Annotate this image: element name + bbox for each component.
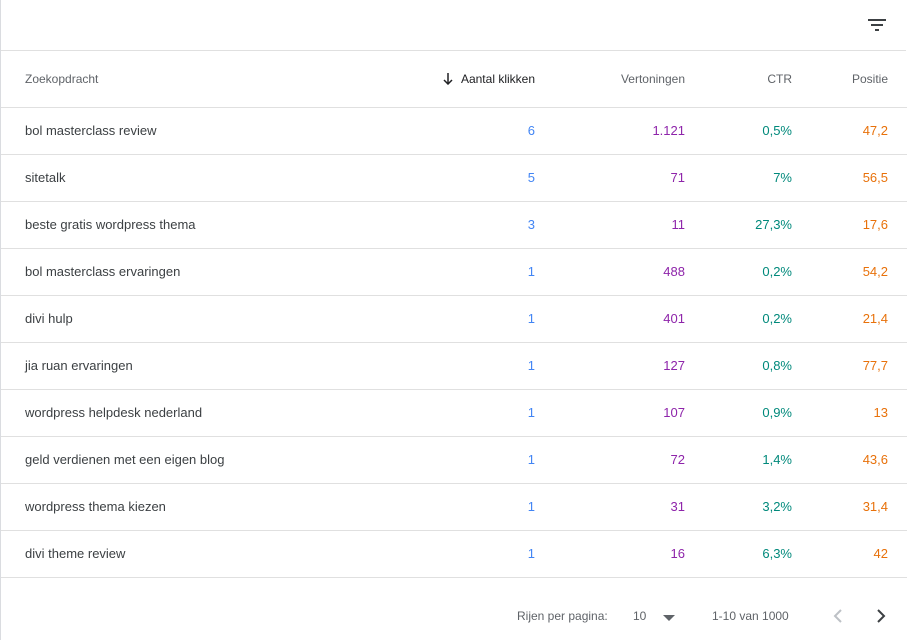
rows-per-page-label: Rijen per pagina:	[517, 609, 608, 623]
column-header-ctr-label: CTR	[767, 71, 792, 86]
cell-position: 77,7	[862, 358, 888, 373]
cell-position: 56,5	[862, 170, 888, 185]
cell-position: 21,4	[862, 311, 888, 326]
column-header-ctr[interactable]: CTR	[685, 51, 792, 107]
cell-clicks: 6	[527, 123, 535, 138]
cell-impressions: 31	[670, 499, 685, 514]
chevron-left-icon	[833, 609, 842, 623]
cell-ctr: 7%	[773, 170, 792, 185]
cell-impressions: 401	[663, 311, 685, 326]
table-row[interactable]: divi hulp 1 401 0,2% 21,4	[1, 295, 907, 342]
cell-ctr: 0,2%	[762, 311, 792, 326]
arrow-down-icon	[443, 72, 453, 85]
cell-impressions: 488	[663, 264, 685, 279]
cell-query: sitetalk	[25, 170, 66, 185]
column-header-query-label: Zoekopdracht	[25, 71, 99, 86]
column-header-query[interactable]: Zoekopdracht	[1, 51, 325, 107]
cell-query: geld verdienen met een eigen blog	[25, 452, 225, 467]
table-row[interactable]: wordpress thema kiezen 1 31 3,2% 31,4	[1, 483, 907, 530]
cell-clicks: 1	[527, 264, 535, 279]
cell-position: 42	[873, 546, 888, 561]
cell-clicks: 5	[527, 170, 535, 185]
cell-position: 43,6	[862, 452, 888, 467]
rows-per-page-select[interactable]: 10	[633, 609, 675, 623]
column-header-position[interactable]: Positie	[792, 51, 907, 107]
table-row[interactable]: sitetalk 5 71 7% 56,5	[1, 154, 907, 201]
table-row[interactable]: wordpress helpdesk nederland 1 107 0,9% …	[1, 389, 907, 436]
cell-ctr: 0,5%	[762, 123, 792, 138]
cell-query: bol masterclass review	[25, 123, 157, 138]
cell-position: 47,2	[862, 123, 888, 138]
filter-icon	[868, 19, 886, 31]
previous-page-button[interactable]	[826, 604, 850, 628]
column-header-position-label: Positie	[851, 71, 888, 86]
table-row[interactable]: jia ruan ervaringen 1 127 0,8% 77,7	[1, 342, 907, 389]
cell-ctr: 1,4%	[762, 452, 792, 467]
pagination-bar: Rijen per pagina: 10 1-10 van 1000	[1, 590, 907, 640]
cell-query: divi hulp	[25, 311, 73, 326]
cell-ctr: 27,3%	[755, 217, 792, 232]
cell-position: 13	[873, 405, 888, 420]
pagination-range: 1-10 van 1000	[712, 609, 789, 623]
queries-table: Zoekopdracht Aantal klikken Vertoningen …	[1, 51, 907, 578]
cell-impressions: 127	[663, 358, 685, 373]
filter-button[interactable]	[862, 10, 892, 40]
cell-impressions: 71	[670, 170, 685, 185]
table-row[interactable]: bol masterclass review 6 1.121 0,5% 47,2	[1, 107, 907, 154]
table-row[interactable]: divi theme review 1 16 6,3% 42	[1, 530, 907, 577]
cell-query: jia ruan ervaringen	[25, 358, 133, 373]
column-header-clicks[interactable]: Aantal klikken	[325, 51, 535, 107]
cell-clicks: 1	[527, 405, 535, 420]
cell-clicks: 1	[527, 311, 535, 326]
cell-query: wordpress helpdesk nederland	[25, 405, 203, 420]
cell-position: 31,4	[862, 499, 888, 514]
cell-position: 54,2	[862, 264, 888, 279]
cell-clicks: 1	[527, 546, 535, 561]
table-row[interactable]: geld verdienen met een eigen blog 1 72 1…	[1, 436, 907, 483]
cell-impressions: 107	[663, 405, 685, 420]
rows-per-page-value: 10	[633, 609, 647, 623]
cell-impressions: 11	[671, 217, 686, 232]
cell-ctr: 3,2%	[762, 499, 792, 514]
column-header-clicks-label: Aantal klikken	[460, 71, 535, 86]
cell-ctr: 0,9%	[762, 405, 792, 420]
cell-query: divi theme review	[25, 546, 126, 561]
cell-query: beste gratis wordpress thema	[25, 217, 196, 232]
cell-clicks: 3	[527, 217, 535, 232]
cell-impressions: 16	[670, 546, 685, 561]
dropdown-arrow-icon	[663, 615, 675, 621]
cell-ctr: 0,8%	[762, 358, 792, 373]
chevron-right-icon	[877, 609, 886, 623]
cell-ctr: 0,2%	[762, 264, 792, 279]
cell-position: 17,6	[862, 217, 888, 232]
table-toolbar	[1, 0, 906, 51]
cell-clicks: 1	[527, 452, 535, 467]
column-header-impressions[interactable]: Vertoningen	[535, 51, 685, 107]
cell-query: bol masterclass ervaringen	[25, 264, 181, 279]
table-row[interactable]: bol masterclass ervaringen 1 488 0,2% 54…	[1, 248, 907, 295]
cell-clicks: 1	[527, 358, 535, 373]
cell-impressions: 72	[670, 452, 685, 467]
next-page-button[interactable]	[869, 604, 893, 628]
column-header-impressions-label: Vertoningen	[620, 71, 685, 86]
cell-impressions: 1.121	[652, 123, 685, 138]
cell-clicks: 1	[527, 499, 535, 514]
cell-query: wordpress thema kiezen	[25, 499, 166, 514]
table-header-row: Zoekopdracht Aantal klikken Vertoningen …	[1, 51, 907, 107]
table-row[interactable]: beste gratis wordpress thema 3 11 27,3% …	[1, 201, 907, 248]
cell-ctr: 6,3%	[762, 546, 792, 561]
